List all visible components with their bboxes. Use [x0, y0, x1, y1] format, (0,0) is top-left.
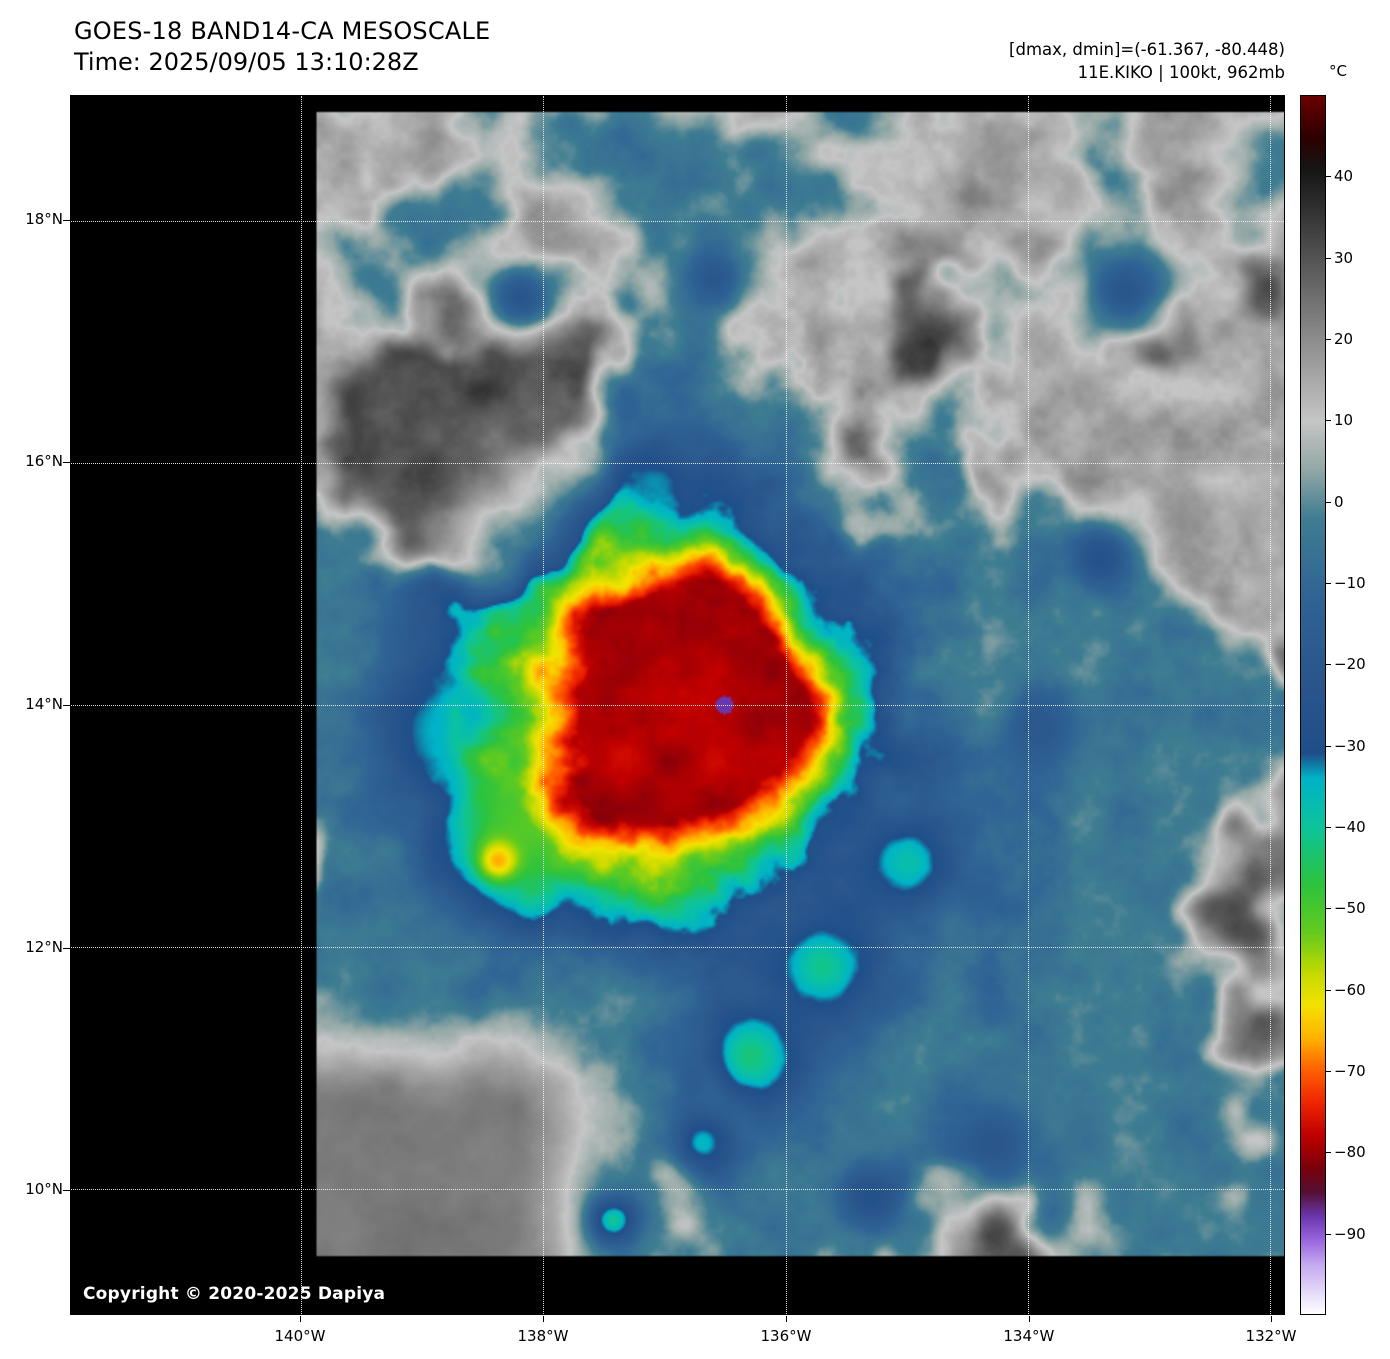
- lon-label: 136°W: [760, 1327, 812, 1345]
- axis-tick: [63, 947, 70, 949]
- colorbar-tickmark: [1326, 257, 1331, 259]
- gridline-horizontal: [71, 462, 1284, 464]
- colorbar-tickmark: [1326, 745, 1331, 747]
- dmax-dmin-readout: [dmax, dmin]=(-61.367, -80.448): [1009, 40, 1285, 59]
- colorbar-tickmark: [1326, 176, 1331, 178]
- gridline-horizontal: [71, 947, 1284, 949]
- axis-tick: [63, 1189, 70, 1191]
- lon-label: 132°W: [1245, 1327, 1297, 1345]
- storm-info: 11E.KIKO | 100kt, 962mb: [1077, 63, 1285, 83]
- figure-time: Time: 2025/09/05 13:10:28Z: [74, 47, 419, 76]
- lon-label: 140°W: [274, 1327, 326, 1345]
- lat-label: 12°N: [25, 937, 63, 956]
- colorbar-tick-label: −50: [1334, 899, 1366, 918]
- colorbar-tick-label: −30: [1334, 736, 1366, 755]
- colorbar-tick-label: −40: [1334, 818, 1366, 836]
- lon-label: 134°W: [1003, 1327, 1055, 1345]
- copyright: Copyright © 2020-2025 Dapiya: [83, 1284, 386, 1304]
- colorbar-tick-label: 40: [1334, 167, 1354, 186]
- lat-label: 18°N: [25, 210, 63, 229]
- colorbar-tickmark: [1326, 827, 1331, 828]
- gridline-vertical: [300, 96, 302, 1314]
- colorbar-tick-label: −80: [1334, 1143, 1366, 1162]
- colorbar-tickmark: [1326, 1152, 1331, 1154]
- header-right: [dmax, dmin]=(-61.367, -80.448) 11E.KIKO…: [1009, 38, 1285, 85]
- colorbar-tick-label: 30: [1334, 248, 1354, 267]
- colorbar-tick-label: −70: [1334, 1062, 1366, 1080]
- gridline-horizontal: [71, 1189, 1284, 1191]
- colorbar-tick-label: −90: [1334, 1224, 1366, 1243]
- gridline-vertical: [785, 96, 787, 1314]
- colorbar-tickmark: [1326, 420, 1331, 422]
- gridline-horizontal: [71, 220, 1284, 222]
- colorbar-tickmark: [1326, 664, 1331, 666]
- colorbar-tickmark: [1326, 583, 1331, 584]
- gridline-vertical: [543, 96, 545, 1314]
- plot-area: Copyright © 2020-2025 Dapiya: [70, 95, 1285, 1315]
- colorbar-tickmark: [1326, 908, 1331, 910]
- header-left: GOES-18 BAND14-CA MESOSCALE Time: 2025/0…: [74, 16, 490, 77]
- colorbar-tick-label: 0: [1334, 492, 1344, 511]
- axis-tick: [1028, 1316, 1030, 1322]
- colorbar-tickmark: [1326, 989, 1331, 991]
- colorbar-tick-label: −60: [1334, 980, 1366, 999]
- colorbar-tick-label: −20: [1334, 655, 1366, 674]
- lon-label: 138°W: [517, 1327, 569, 1345]
- colorbar-unit-label: °C: [1329, 62, 1347, 80]
- colorbar-tick-label: 20: [1334, 330, 1354, 348]
- gridline-horizontal: [71, 705, 1284, 706]
- axis-tick: [299, 1316, 301, 1322]
- colorbar-tickmark: [1326, 1071, 1331, 1072]
- colorbar: [1300, 95, 1326, 1315]
- lat-label: 10°N: [25, 1179, 63, 1198]
- colorbar-tick-label: −10: [1334, 574, 1366, 592]
- axis-tick: [785, 1316, 787, 1322]
- colorbar-tickmark: [1326, 501, 1331, 503]
- axis-tick: [63, 705, 70, 706]
- lat-label: 14°N: [25, 695, 63, 713]
- colorbar-tickmark: [1326, 339, 1331, 340]
- axis-tick: [63, 462, 70, 464]
- colorbar-tickmark: [1326, 1233, 1331, 1235]
- axis-tick: [542, 1316, 544, 1322]
- axis-tick: [63, 220, 70, 222]
- gridline-vertical: [1028, 96, 1030, 1314]
- colorbar-tick-label: 10: [1334, 411, 1354, 430]
- gridline-vertical: [1270, 96, 1272, 1314]
- figure-title: GOES-18 BAND14-CA MESOSCALE: [74, 17, 491, 45]
- lat-label: 16°N: [25, 452, 63, 471]
- axis-tick: [1271, 1316, 1273, 1322]
